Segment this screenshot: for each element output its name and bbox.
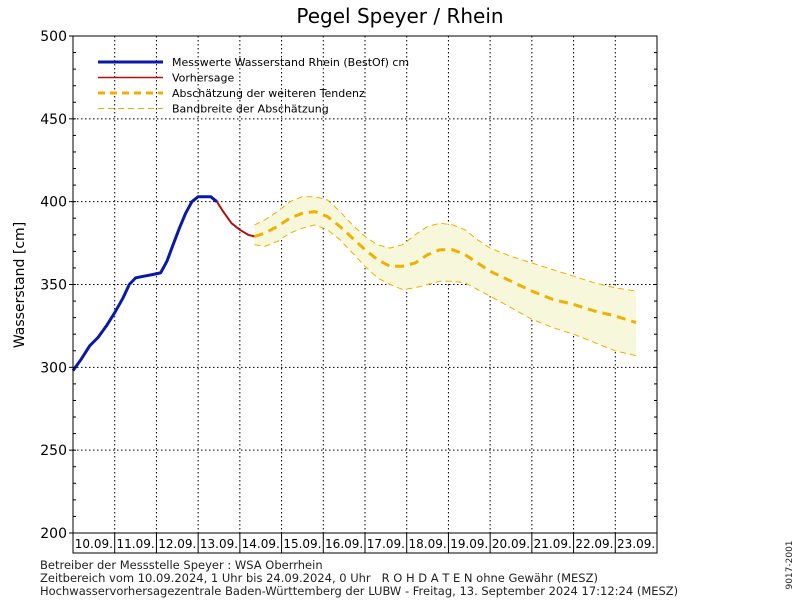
- legend-label: Messwerte Wasserstand Rhein (BestOf) cm: [172, 56, 409, 69]
- x-tick-label: 22.09.: [575, 537, 613, 551]
- x-tick-label: 14.09.: [242, 537, 280, 551]
- y-tick-label: 350: [40, 278, 67, 294]
- axes: 200 250 300 350 400 450 500 10.09. 11.09. 12.09. 1…: [40, 29, 658, 554]
- x-tick-label: 20.09.: [492, 537, 530, 551]
- band-fill: [254, 196, 637, 356]
- y-tick-label: 300: [40, 360, 67, 376]
- footer-time-range: Zeitbereich vom 10.09.2024, 1 Uhr bis 24…: [40, 571, 598, 585]
- legend: Messwerte Wasserstand Rhein (BestOf) cm V…: [98, 56, 409, 116]
- chart-title: Pegel Speyer / Rhein: [296, 4, 504, 28]
- y-tick-label: 500: [40, 29, 67, 45]
- x-tick-label: 23.09.: [617, 537, 655, 551]
- forecast-line: [216, 201, 255, 238]
- measured-line: [71, 195, 218, 372]
- band-area: [254, 196, 637, 356]
- x-tick-label: 21.09.: [534, 537, 572, 551]
- x-tick-label: 17.09.: [367, 537, 405, 551]
- footer-issuer: Hochwasservorhersagezentrale Baden-Württ…: [40, 584, 679, 598]
- x-tick-label: 12.09.: [158, 537, 196, 551]
- y-tick-label: 250: [40, 443, 67, 459]
- y-tick-label: 400: [40, 195, 67, 211]
- legend-label: Vorhersage: [172, 72, 234, 85]
- x-tick-label: 10.09.: [75, 537, 113, 551]
- x-tick-label: 16.09.: [325, 537, 363, 551]
- x-tick-label: 13.09.: [200, 537, 238, 551]
- series: [71, 195, 637, 372]
- band-lower-line: [254, 224, 637, 357]
- tendency-line: [254, 210, 637, 325]
- x-tick-label: 11.09.: [116, 537, 154, 551]
- legend-label: Abschätzung der weiteren Tendenz: [172, 87, 365, 100]
- x-tick-label: 19.09.: [450, 537, 488, 551]
- x-tick-label: 15.09.: [283, 537, 321, 551]
- y-tick-label: 200: [40, 526, 67, 542]
- x-tick-label: 18.09.: [408, 537, 446, 551]
- band-upper-line: [254, 196, 637, 292]
- legend-label: Bandbreite der Abschätzung: [172, 103, 329, 116]
- footer-operator: Betreiber der Messstelle Speyer : WSA Ob…: [40, 558, 323, 572]
- side-code: 9017-2001: [785, 540, 795, 590]
- y-tick-label: 450: [40, 112, 67, 128]
